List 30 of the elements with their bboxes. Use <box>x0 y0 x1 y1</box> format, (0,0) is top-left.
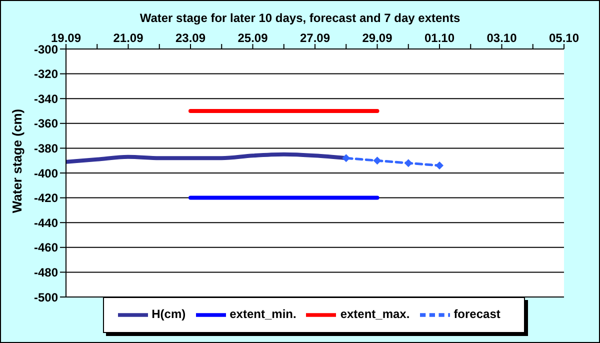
y-tick-label: -440 <box>34 216 58 230</box>
legend-label: forecast <box>454 307 500 322</box>
x-tick-label: 29.09 <box>362 31 393 45</box>
y-tick-label: -480 <box>34 265 58 280</box>
y-tick-label: -320 <box>34 67 58 82</box>
x-tick-label: 05.10 <box>548 31 580 45</box>
legend-label: extent_min. <box>230 307 296 322</box>
y-tick-label: -300 <box>34 42 58 56</box>
x-tick-label: 03.10 <box>486 31 518 45</box>
point <box>373 156 382 165</box>
x-tick-label: 23.09 <box>175 31 206 45</box>
x-tick-label: 21.09 <box>113 31 144 45</box>
legend-label: H(cm) <box>152 307 186 322</box>
point <box>342 154 350 162</box>
x-tick-label: 25.09 <box>238 31 268 45</box>
x-tick-label: 01.10 <box>424 31 455 45</box>
y-tick-label: -360 <box>34 116 58 131</box>
y-tick-label: -420 <box>34 191 58 206</box>
y-tick-label: -400 <box>34 166 58 180</box>
y-tick-label: -340 <box>34 92 58 106</box>
x-tick-label: 27.09 <box>300 31 330 45</box>
y-tick-label: -500 <box>34 290 58 304</box>
chart-title: Water stage for later 10 days, forecast and 7 day extents <box>138 11 462 25</box>
x-tick-label: 19.09 <box>50 31 82 45</box>
y-axis-title: Water stage (cm) <box>10 108 24 214</box>
point <box>436 162 444 170</box>
point <box>404 159 412 168</box>
y-tick-label: -380 <box>34 141 58 156</box>
y-tick-label: -460 <box>34 240 58 255</box>
legend-label: extent_max. <box>340 307 410 322</box>
